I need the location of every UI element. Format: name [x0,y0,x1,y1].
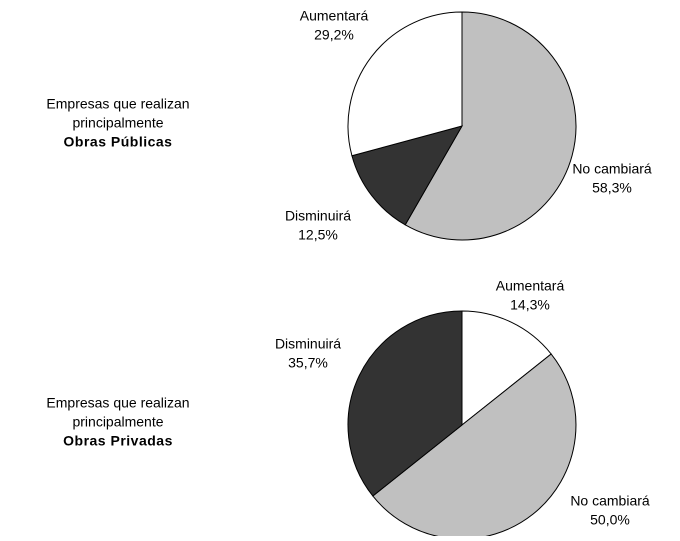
slice-value-label: 35,7% [288,355,328,371]
pie-slice [461,310,552,427]
pie-title: Empresas que realizan [46,395,189,411]
slice-label: Disminuirá [285,208,351,224]
slice-label: No cambiará [572,161,652,177]
pie-slice [372,353,577,540]
slice-value-label: 58,3% [592,180,632,196]
slice-label: Disminuirá [275,336,341,352]
pie-title-emphasis: Obras Privadas [63,433,173,449]
pie-slice [347,11,463,157]
pie-slice [347,310,463,497]
slice-label: Aumentará [300,8,369,24]
slice-value-label: 29,2% [314,27,354,43]
pie-title: principalmente [72,414,163,430]
slice-label: No cambiará [570,493,650,509]
pie-title-emphasis: Obras Públicas [64,134,173,150]
pie-title: principalmente [72,115,163,131]
pie-slice [351,125,464,226]
pie-slice [404,11,577,241]
pie-title: Empresas que realizan [46,96,189,112]
slice-label: Aumentará [496,278,565,294]
slice-value-label: 12,5% [298,227,338,243]
slice-value-label: 14,3% [510,297,550,313]
slice-value-label: 50,0% [590,512,630,528]
